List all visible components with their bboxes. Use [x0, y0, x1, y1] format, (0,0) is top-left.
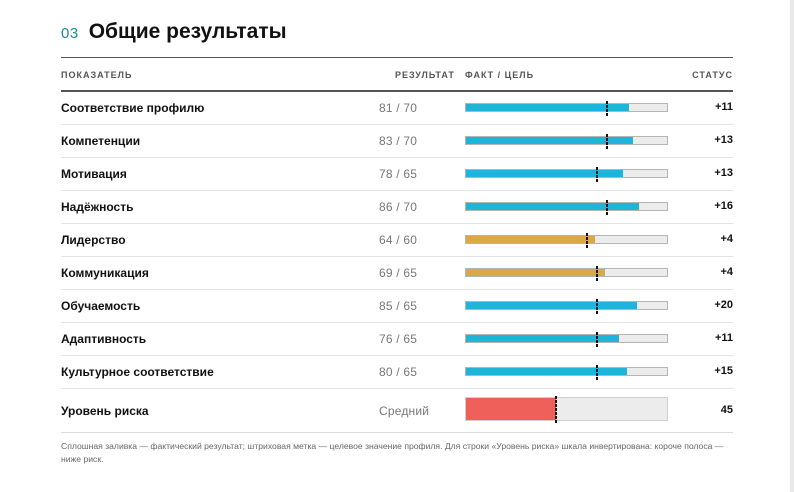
- target-marker: [595, 167, 598, 182]
- table-row: Компетенции 83 / 70 +13: [61, 125, 733, 158]
- target-marker: [595, 266, 598, 281]
- target-marker: [605, 101, 608, 116]
- metric-status: +13: [714, 167, 733, 179]
- table-row: Надёжность 86 / 70 +16: [61, 191, 733, 224]
- target-marker: [555, 396, 558, 424]
- metric-result: 80 / 65: [379, 365, 418, 379]
- metric-name: Обучаемость: [61, 299, 141, 313]
- metric-status: +16: [714, 200, 733, 212]
- actual-fill: [466, 398, 557, 420]
- actual-fill: [466, 302, 637, 309]
- metric-status: +13: [714, 134, 733, 146]
- table-row: Коммуникация 69 / 65 +4: [61, 257, 733, 290]
- metric-result: Средний: [379, 404, 430, 418]
- metric-result: 69 / 65: [379, 266, 418, 280]
- actual-fill: [466, 104, 629, 111]
- table-header: ПОКАЗАТЕЛЬ РЕЗУЛЬТАТ ФАКТ / ЦЕЛЬ СТАТУС: [61, 58, 733, 92]
- metric-result: 81 / 70: [379, 101, 418, 115]
- metric-name: Культурное соответствие: [61, 365, 214, 379]
- fact-target-bar: [465, 101, 668, 116]
- table-row: Лидерство 64 / 60 +4: [61, 224, 733, 257]
- header-metric: ПОКАЗАТЕЛЬ: [61, 70, 133, 80]
- target-marker: [585, 233, 588, 248]
- section-heading: 03 Общие результаты: [61, 20, 733, 50]
- table-row: Соответствие профилю 81 / 70 +11: [61, 92, 733, 125]
- fact-target-bar: [465, 365, 668, 380]
- fact-target-bar: [465, 299, 668, 314]
- section-number: 03: [61, 25, 79, 42]
- fact-target-bar: [465, 200, 668, 215]
- actual-fill: [466, 236, 595, 243]
- risk-row: Уровень риска Средний 45: [61, 389, 733, 433]
- fact-target-bar: [465, 332, 668, 347]
- metric-name: Надёжность: [61, 200, 134, 214]
- table-row: Мотивация 78 / 65 +13: [61, 158, 733, 191]
- metric-name: Компетенции: [61, 134, 141, 148]
- fact-target-bar: [465, 396, 668, 424]
- target-marker: [595, 332, 598, 347]
- metric-name: Уровень риска: [61, 404, 149, 418]
- metric-result: 83 / 70: [379, 134, 418, 148]
- actual-fill: [466, 335, 619, 342]
- heading-divider: [61, 57, 733, 58]
- table-row: Обучаемость 85 / 65 +20: [61, 290, 733, 323]
- results-table-body: Соответствие профилю 81 / 70 +11 Компетенци…: [61, 92, 733, 433]
- target-marker: [605, 134, 608, 149]
- metric-result: 85 / 65: [379, 299, 418, 313]
- actual-fill: [466, 170, 623, 177]
- fact-target-bar: [465, 266, 668, 281]
- target-marker: [595, 365, 598, 380]
- target-marker: [605, 200, 608, 215]
- metric-result: 86 / 70: [379, 200, 418, 214]
- header-status: СТАТУС: [692, 70, 733, 80]
- metric-status: +15: [714, 365, 733, 377]
- metric-name: Лидерство: [61, 233, 126, 247]
- section-title: Общие результаты: [88, 20, 287, 43]
- actual-fill: [466, 203, 639, 210]
- metric-status: 45: [720, 404, 733, 416]
- fact-target-bar: [465, 134, 668, 149]
- fact-target-bar: [465, 233, 668, 248]
- metric-status: +20: [714, 299, 733, 311]
- metric-result: 64 / 60: [379, 233, 418, 247]
- metric-name: Коммуникация: [61, 266, 149, 280]
- scrollbar-edge: [790, 0, 794, 492]
- metric-name: Соответствие профилю: [61, 101, 205, 115]
- metric-status: +4: [720, 266, 733, 278]
- header-fact-target: ФАКТ / ЦЕЛЬ: [465, 70, 535, 80]
- metric-name: Адаптивность: [61, 332, 147, 346]
- header-result: РЕЗУЛЬТАТ: [395, 70, 455, 80]
- table-row: Адаптивность 76 / 65 +11: [61, 323, 733, 356]
- target-marker: [595, 299, 598, 314]
- actual-fill: [466, 368, 627, 375]
- actual-fill: [466, 137, 633, 144]
- footnote: Сплошная заливка — фактический результат…: [61, 441, 724, 464]
- actual-fill: [466, 269, 605, 276]
- metric-result: 76 / 65: [379, 332, 418, 346]
- metric-status: +11: [714, 332, 733, 344]
- metric-status: +4: [720, 233, 733, 245]
- overall-results-section: 03 Общие результаты ПОКАЗАТЕЛЬ РЕЗУЛЬТАТ…: [61, 20, 733, 466]
- table-row: Культурное соответствие 80 / 65 +15: [61, 356, 733, 389]
- metric-status: +11: [714, 101, 733, 113]
- metric-name: Мотивация: [61, 167, 127, 181]
- fact-target-bar: [465, 167, 668, 182]
- metric-result: 78 / 65: [379, 167, 418, 181]
